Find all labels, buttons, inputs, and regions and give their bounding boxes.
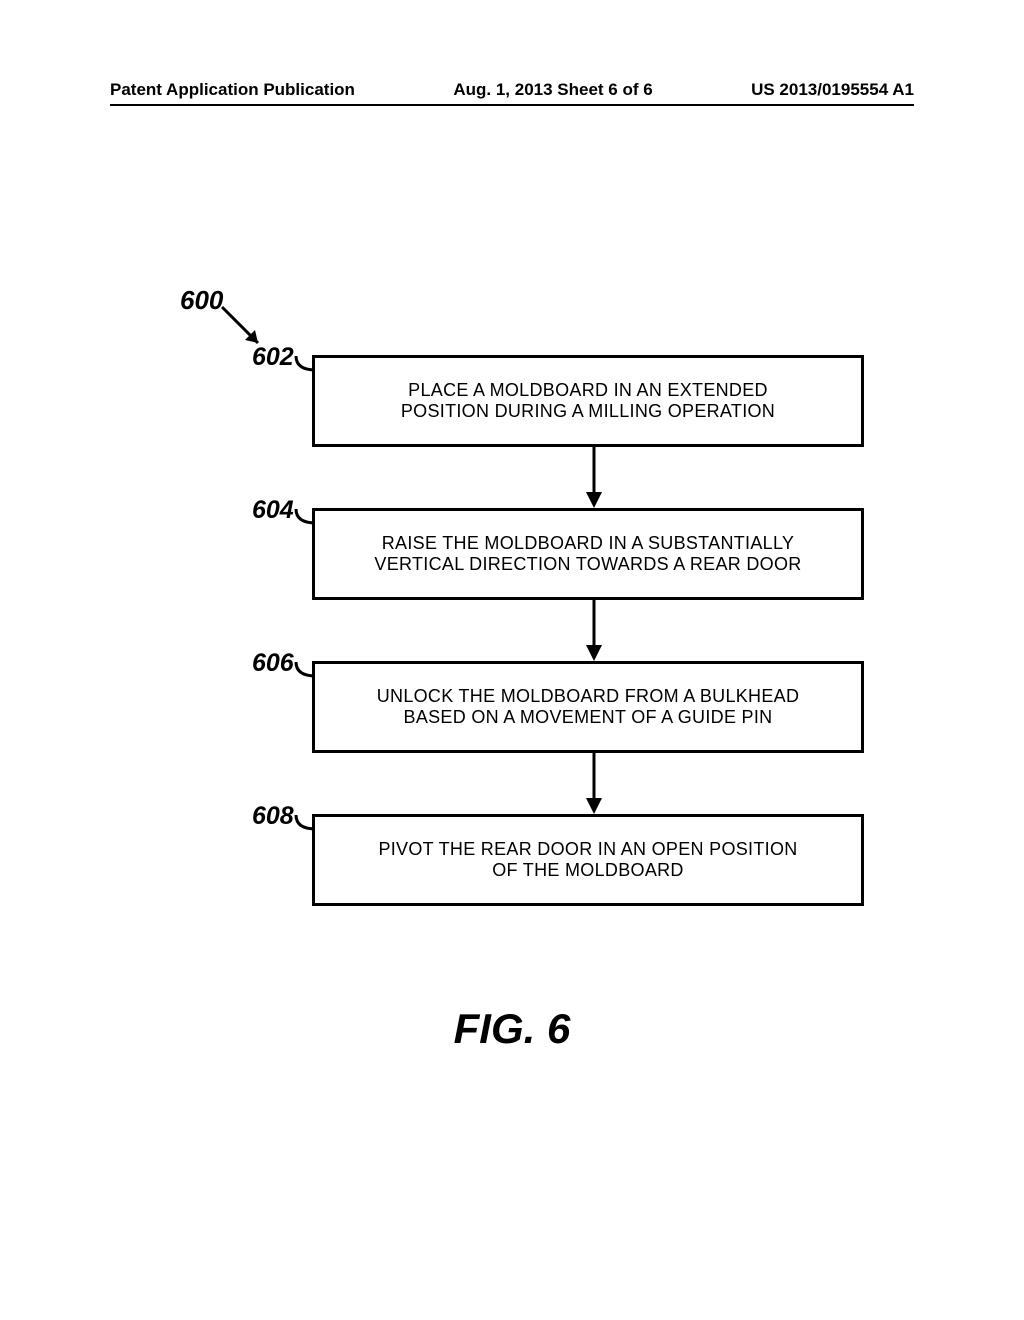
flow-box-text: PIVOT THE REAR DOOR IN AN OPEN POSITION … [378,839,797,881]
ref-label-604: 604 [252,496,294,525]
ref-label-608: 608 [252,802,294,831]
header-row: Patent Application Publication Aug. 1, 2… [110,80,914,106]
arrow-down-icon [584,600,604,662]
flow-box-604: RAISE THE MOLDBOARD IN A SUBSTANTIALLY V… [312,508,864,600]
page-header: Patent Application Publication Aug. 1, 2… [0,80,1024,106]
figure-caption: FIG. 6 [0,1005,1024,1053]
ref-label-606: 606 [252,649,294,678]
flow-box-text: RAISE THE MOLDBOARD IN A SUBSTANTIALLY V… [374,533,801,575]
flow-box-606: UNLOCK THE MOLDBOARD FROM A BULKHEAD BAS… [312,661,864,753]
arrow-down-icon [584,447,604,509]
ref-label-602: 602 [252,343,294,372]
text-line: PIVOT THE REAR DOOR IN AN OPEN POSITION [378,839,797,859]
text-line: PLACE A MOLDBOARD IN AN EXTENDED [408,380,768,400]
text-line: UNLOCK THE MOLDBOARD FROM A BULKHEAD [377,686,800,706]
flow-box-608: PIVOT THE REAR DOOR IN AN OPEN POSITION … [312,814,864,906]
text-line: RAISE THE MOLDBOARD IN A SUBSTANTIALLY [382,533,795,553]
header-center: Aug. 1, 2013 Sheet 6 of 6 [453,80,652,100]
flow-box-text: PLACE A MOLDBOARD IN AN EXTENDED POSITIO… [401,380,775,422]
header-left: Patent Application Publication [110,80,355,100]
text-line: BASED ON A MOVEMENT OF A GUIDE PIN [404,707,773,727]
figure-ref-label: 600 [180,285,223,316]
text-line: OF THE MOLDBOARD [492,860,684,880]
arrow-down-icon [584,753,604,815]
text-line: POSITION DURING A MILLING OPERATION [401,401,775,421]
header-right: US 2013/0195554 A1 [751,80,914,100]
flow-box-text: UNLOCK THE MOLDBOARD FROM A BULKHEAD BAS… [377,686,800,728]
text-line: VERTICAL DIRECTION TOWARDS A REAR DOOR [374,554,801,574]
flow-box-602: PLACE A MOLDBOARD IN AN EXTENDED POSITIO… [312,355,864,447]
